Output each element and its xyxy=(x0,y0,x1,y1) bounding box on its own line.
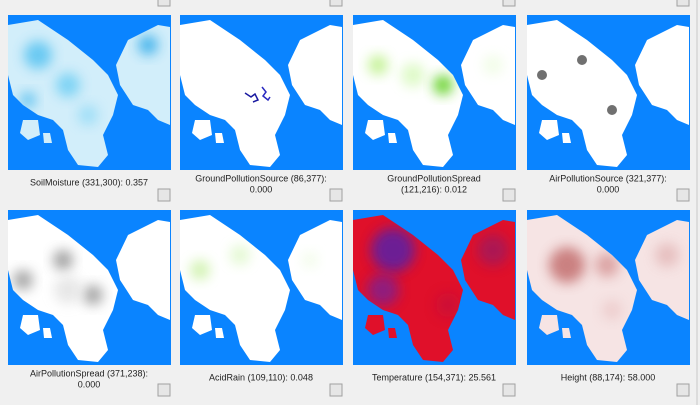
checkbox[interactable] xyxy=(676,188,690,202)
map-tile xyxy=(8,210,171,365)
checkbox[interactable] xyxy=(157,188,171,202)
checkbox[interactable] xyxy=(329,0,343,7)
map-land xyxy=(180,20,342,167)
overlay-blob xyxy=(83,285,103,305)
map-overlay xyxy=(368,55,503,95)
map-tile xyxy=(353,210,516,365)
checkbox[interactable] xyxy=(502,188,516,202)
map-tile xyxy=(527,15,690,170)
checkbox[interactable] xyxy=(329,383,343,397)
tile-label: AcidRain (109,110): 0.048 xyxy=(209,372,313,382)
map-land xyxy=(353,20,515,167)
tile-label: 0.000 xyxy=(250,184,273,194)
overlay-blob xyxy=(433,75,453,95)
map-tile xyxy=(527,210,690,365)
checkbox[interactable] xyxy=(157,0,171,7)
map-tile xyxy=(8,15,171,170)
tile-label: 0.000 xyxy=(597,184,620,194)
tile-label: GroundPollutionSource (86,377): xyxy=(195,173,327,183)
map-overlay xyxy=(549,243,679,320)
overlay-blob xyxy=(53,250,73,270)
overlay-blob xyxy=(401,63,425,87)
overlay-blob xyxy=(78,105,98,125)
checkbox[interactable] xyxy=(157,383,171,397)
tile-label: Height (88,174): 58.000 xyxy=(561,372,656,382)
map-overlay xyxy=(367,228,509,317)
overlay-blob xyxy=(56,73,80,97)
tile-label: SoilMoisture (331,300): 0.357 xyxy=(30,177,148,187)
overlay-blob xyxy=(549,247,585,283)
overlay-blob xyxy=(230,245,250,265)
checkbox[interactable] xyxy=(676,383,690,397)
overlay-blob xyxy=(537,70,547,80)
overlay-blob xyxy=(138,35,158,55)
overlay-squiggle xyxy=(261,86,271,102)
overlay-blob xyxy=(577,55,587,65)
tile-label: (121,216): 0.012 xyxy=(401,184,467,194)
map-overlay xyxy=(190,245,318,280)
overlay-blob xyxy=(190,260,210,280)
overlay-blob xyxy=(20,92,36,108)
map-tile xyxy=(180,210,343,365)
overlay-blob xyxy=(595,253,619,277)
overlay-squiggle xyxy=(244,92,260,103)
map-overlay xyxy=(20,35,158,125)
checkbox[interactable] xyxy=(502,383,516,397)
map-tile xyxy=(180,15,343,170)
tile-label: Temperature (154,371): 25.561 xyxy=(372,372,496,382)
overlay-blob xyxy=(483,55,503,75)
overlay-blob xyxy=(436,293,460,317)
overlay-blob xyxy=(477,234,509,266)
tile-label: AirPollutionSpread (371,238): xyxy=(30,368,148,378)
tile-label: 0.000 xyxy=(78,379,101,389)
overlay-blob xyxy=(368,55,388,75)
checkbox[interactable] xyxy=(676,0,690,7)
overlay-blob xyxy=(24,41,52,69)
checkbox[interactable] xyxy=(329,188,343,202)
overlay-blob xyxy=(602,300,622,320)
tile-label: AirPollutionSource (321,377): xyxy=(549,173,667,183)
overlay-blob xyxy=(13,270,33,290)
overlay-blob xyxy=(655,243,679,267)
overlay-blob xyxy=(367,274,399,306)
map-overlay xyxy=(13,250,103,305)
map-land xyxy=(180,215,342,362)
checkbox[interactable] xyxy=(502,0,516,7)
map-overlay xyxy=(537,55,617,115)
overlay-blob xyxy=(607,105,617,115)
overlay-blob xyxy=(302,252,318,268)
map-tile xyxy=(353,15,516,170)
map-land xyxy=(527,20,689,167)
overlay-blob xyxy=(371,228,415,272)
tile-label: GroundPollutionSpread xyxy=(387,173,481,183)
overlay-blob xyxy=(54,276,82,304)
